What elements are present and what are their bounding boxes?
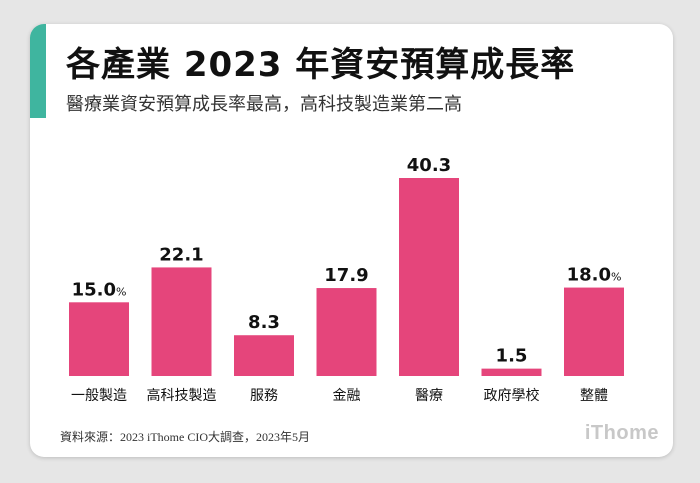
category-label-1: 高科技製造 (147, 387, 217, 404)
value-label-3: 17.9 (324, 265, 368, 286)
category-label-2: 服務 (250, 388, 278, 404)
value-label-0: 15.0% (72, 279, 127, 300)
chart-title: 各產業 2023 年資安預算成長率 (66, 45, 576, 85)
value-label-2: 8.3 (248, 312, 280, 333)
bar-1 (151, 267, 212, 376)
chart-card: 各產業 2023 年資安預算成長率 醫療業資安預算成長率最高，高科技製造業第二高… (30, 24, 673, 457)
bar-4 (399, 178, 459, 376)
chart-subtitle: 醫療業資安預算成長率最高，高科技製造業第二高 (66, 94, 462, 115)
category-label-5: 政府學校 (484, 387, 540, 404)
category-label-0: 一般製造 (71, 388, 127, 404)
category-label-4: 醫療 (415, 387, 443, 404)
unit-label-6: % (611, 271, 621, 284)
category-label-3: 金融 (333, 388, 361, 404)
value-label-1: 22.1 (159, 244, 203, 265)
bar-0 (69, 302, 129, 376)
unit-label-0: % (116, 285, 126, 298)
ithome-logo: iThome (584, 422, 659, 444)
accent-bar (30, 24, 46, 118)
value-label-5: 1.5 (496, 346, 528, 367)
category-label-6: 整體 (580, 388, 608, 404)
bar-3 (316, 288, 377, 376)
bar-2 (234, 335, 294, 376)
bar-5 (481, 368, 542, 376)
bar-chart: 15.0% 一般製造 22.1 高科技製造 8.3 服務 17.9 金融 40.3 醫療 1.5 政府… (69, 155, 624, 404)
source-note: 資料來源：2023 iThome CIO大調查，2023年5月 (60, 430, 310, 444)
value-label-4: 40.3 (407, 155, 451, 176)
value-label-6: 18.0% (567, 265, 622, 286)
bar-6 (564, 287, 624, 376)
